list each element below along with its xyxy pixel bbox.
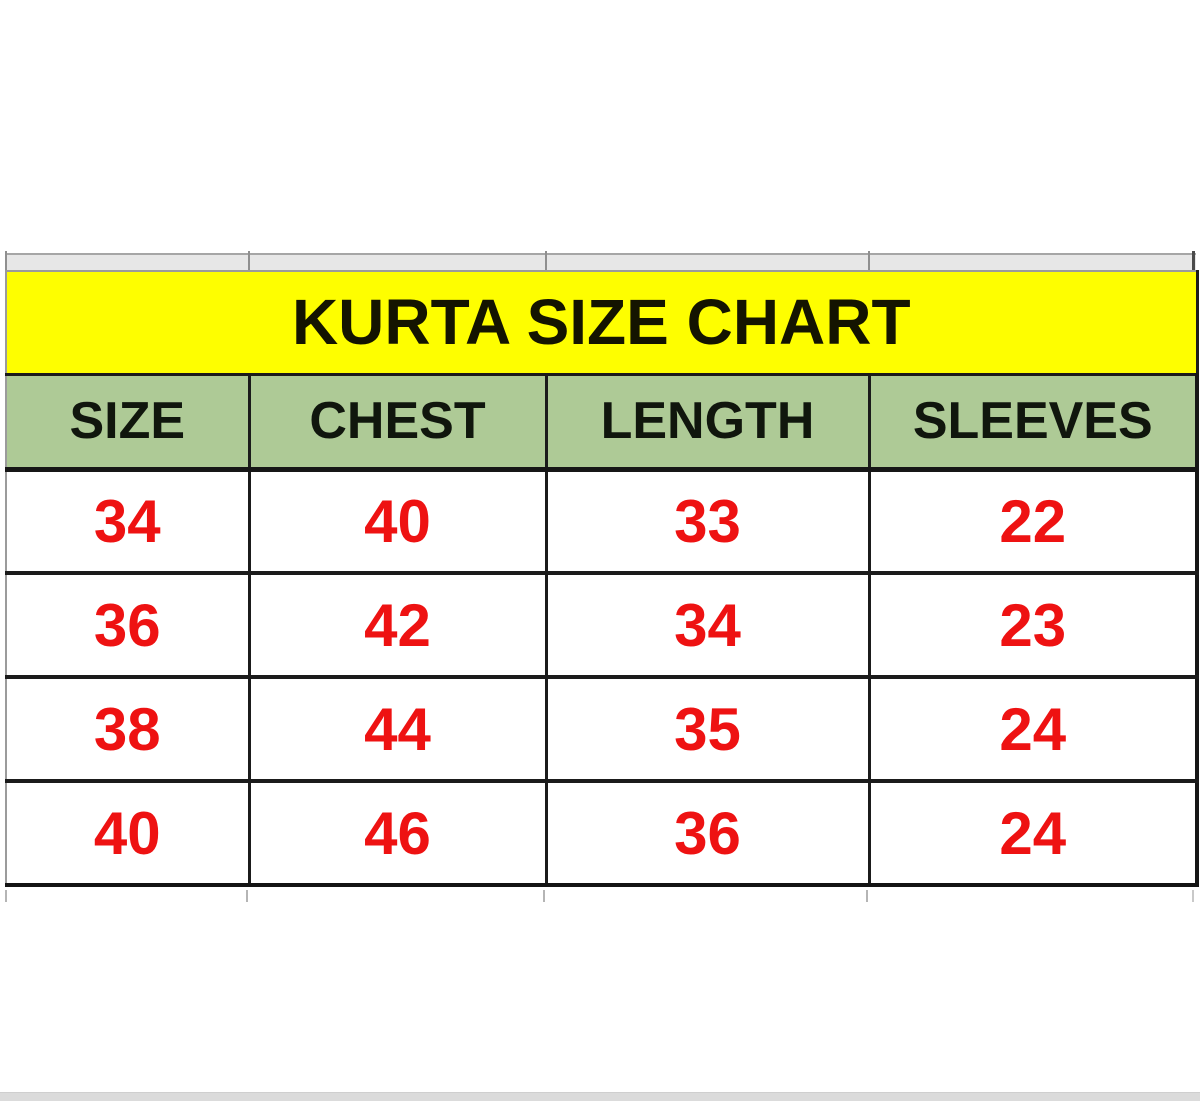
table-row: 40 46 36 24: [5, 779, 1199, 887]
cell-sleeves: 24: [867, 779, 1199, 887]
cell-size: 34: [5, 467, 251, 575]
gridline-tick: [5, 251, 7, 270]
cell-length: 33: [544, 467, 871, 575]
cell-sleeves: 22: [867, 467, 1199, 575]
gridline-row-strip: [5, 251, 1196, 270]
table-row: 38 44 35 24: [5, 675, 1199, 783]
column-header-length: LENGTH: [544, 372, 871, 472]
cell-chest: 44: [247, 675, 548, 783]
cell-length: 35: [544, 675, 871, 783]
cell-size: 36: [5, 571, 251, 679]
cell-chest: 46: [247, 779, 548, 887]
gridline-tick: [248, 251, 250, 270]
gridline-tick: [868, 251, 870, 270]
column-header-sleeves: SLEEVES: [867, 372, 1199, 472]
chart-title: KURTA SIZE CHART: [5, 270, 1199, 376]
cell-size: 38: [5, 675, 251, 783]
gridline-stub: [866, 890, 868, 902]
column-header-size: SIZE: [5, 372, 251, 472]
cell-chest: 42: [247, 571, 548, 679]
cell-length: 36: [544, 779, 871, 887]
gridline-stub: [246, 890, 248, 902]
table-row: 36 42 34 23: [5, 571, 1199, 679]
gridline-stub: [5, 890, 7, 902]
cell-size: 40: [5, 779, 251, 887]
column-header-chest: CHEST: [247, 372, 548, 472]
kurta-size-chart-table: KURTA SIZE CHART SIZE CHEST LENGTH SLEEV…: [5, 270, 1199, 887]
gridline-stub: [1192, 890, 1194, 902]
cell-chest: 40: [247, 467, 548, 575]
gridline-tick: [1192, 251, 1195, 270]
table-row: 34 40 33 22: [5, 467, 1199, 575]
cell-sleeves: 23: [867, 571, 1199, 679]
gridline-tick: [545, 251, 547, 270]
cell-length: 34: [544, 571, 871, 679]
bottom-gridline: [0, 1092, 1200, 1101]
cell-sleeves: 24: [867, 675, 1199, 783]
gridline-stub: [543, 890, 545, 902]
